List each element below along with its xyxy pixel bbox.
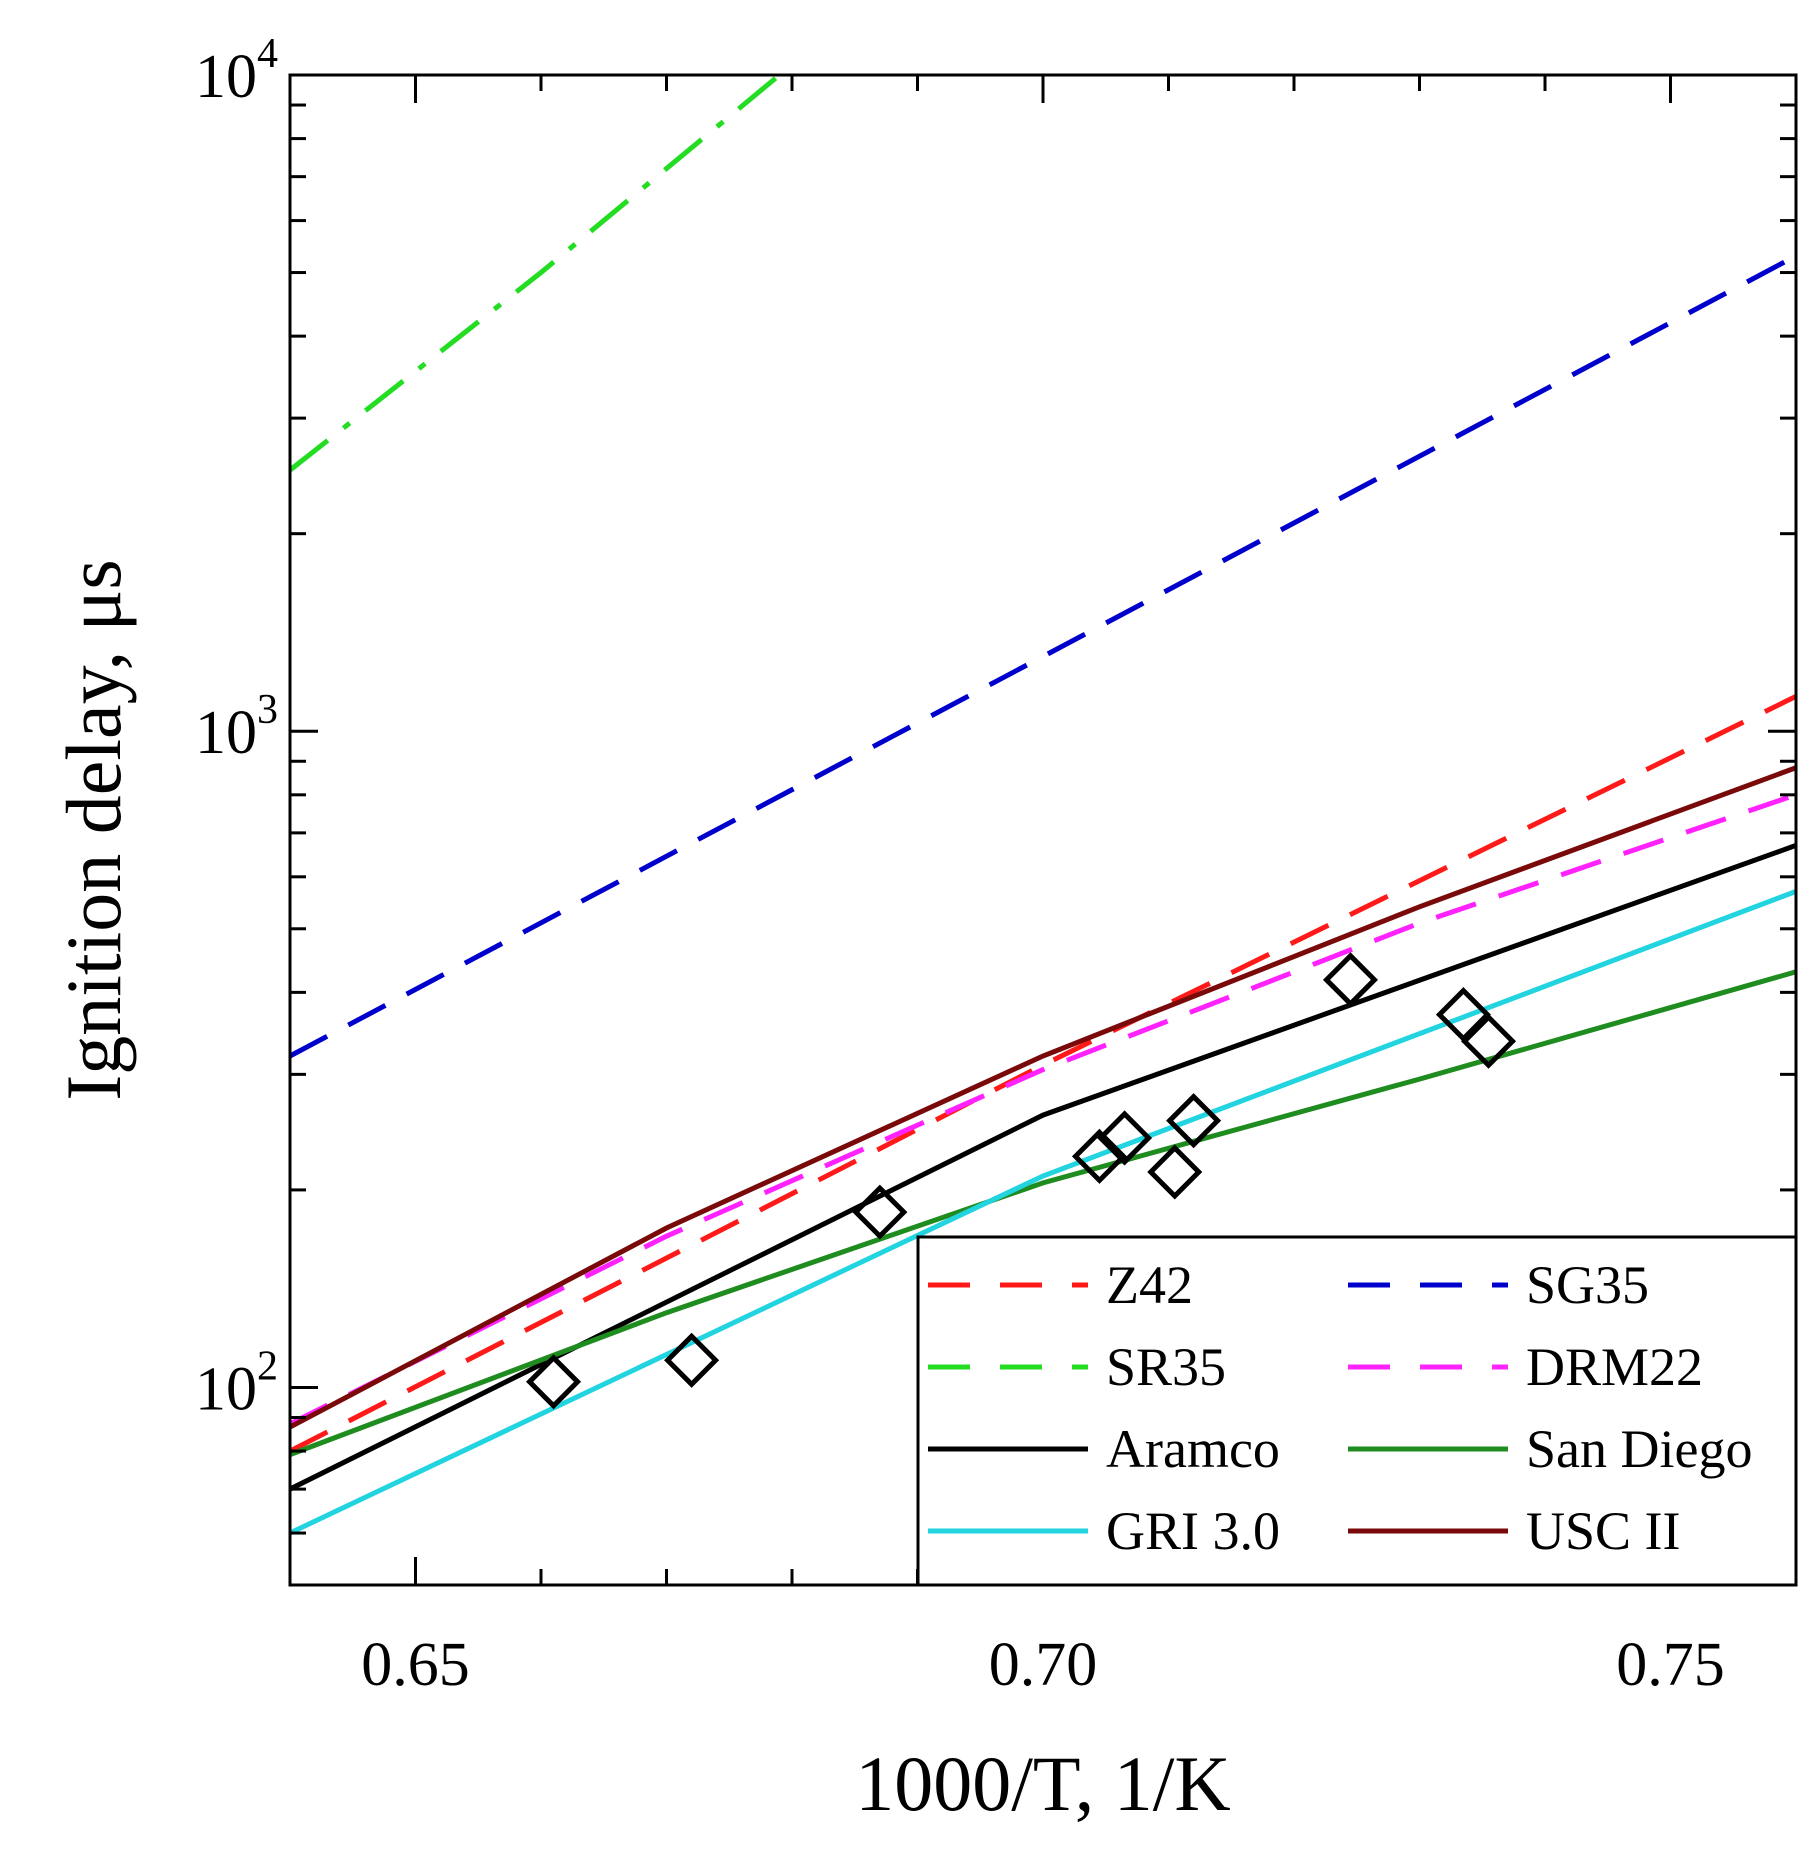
experimental-point bbox=[1097, 1110, 1153, 1166]
y-tick-label: 103 bbox=[195, 687, 278, 767]
legend-box bbox=[916, 1235, 1798, 1587]
experimental-point bbox=[1460, 1013, 1517, 1069]
y-tick-exponent: 3 bbox=[257, 687, 278, 733]
experimental-point bbox=[1071, 1128, 1128, 1184]
series-layer bbox=[290, 75, 1796, 1536]
legend: Z42 SG35 SR35 DRM22 Aramco San Diego GRI 3.0 US… bbox=[916, 1235, 1798, 1587]
y-axis-title: Ignition delay, μs bbox=[50, 559, 137, 1101]
y-tick-label: 102 bbox=[195, 1343, 278, 1423]
y-tick-base: 10 bbox=[195, 43, 257, 111]
experimental-point bbox=[1435, 987, 1491, 1043]
series-line-drm22 bbox=[290, 792, 1796, 1427]
experimental-point bbox=[1322, 952, 1379, 1008]
series-line-aramco bbox=[290, 843, 1796, 1492]
legend-label-gri-3-0: GRI 3.0 bbox=[1106, 1501, 1280, 1561]
series-line-sg35 bbox=[290, 253, 1796, 1059]
experimental-point bbox=[852, 1184, 908, 1240]
experimental-point bbox=[1147, 1144, 1203, 1200]
legend-label-aramco: Aramco bbox=[1106, 1419, 1280, 1479]
experimental-point bbox=[664, 1332, 720, 1388]
x-axis-title: 1000/T, 1/K bbox=[855, 1740, 1231, 1827]
legend-label-z42: Z42 bbox=[1106, 1255, 1193, 1315]
series-line-sr35 bbox=[290, 75, 782, 473]
series-line-usc-ii bbox=[290, 765, 1796, 1430]
x-tick-label: 0.75 bbox=[1616, 1631, 1725, 1699]
y-tick-label: 104 bbox=[195, 31, 278, 111]
series-line-z42 bbox=[290, 694, 1796, 1454]
legend-label-drm22: DRM22 bbox=[1526, 1337, 1703, 1397]
y-tick-base: 10 bbox=[195, 1355, 257, 1423]
experimental-point bbox=[526, 1354, 582, 1410]
legend-label-san-diego: San Diego bbox=[1526, 1419, 1752, 1479]
y-tick-base: 10 bbox=[195, 699, 257, 767]
experimental-points bbox=[526, 952, 1517, 1410]
legend-label-sr35: SR35 bbox=[1106, 1337, 1226, 1397]
y-tick-exponent: 4 bbox=[257, 31, 278, 77]
series-line-gri-3-0 bbox=[290, 889, 1796, 1536]
x-tick-label: 0.70 bbox=[989, 1631, 1098, 1699]
series-line-san-diego bbox=[290, 969, 1796, 1457]
legend-label-usc-ii: USC II bbox=[1526, 1501, 1681, 1561]
experimental-point bbox=[1166, 1093, 1222, 1149]
x-tick-label: 0.65 bbox=[361, 1631, 470, 1699]
y-tick-exponent: 2 bbox=[257, 1343, 278, 1389]
legend-label-sg35: SG35 bbox=[1526, 1255, 1649, 1315]
